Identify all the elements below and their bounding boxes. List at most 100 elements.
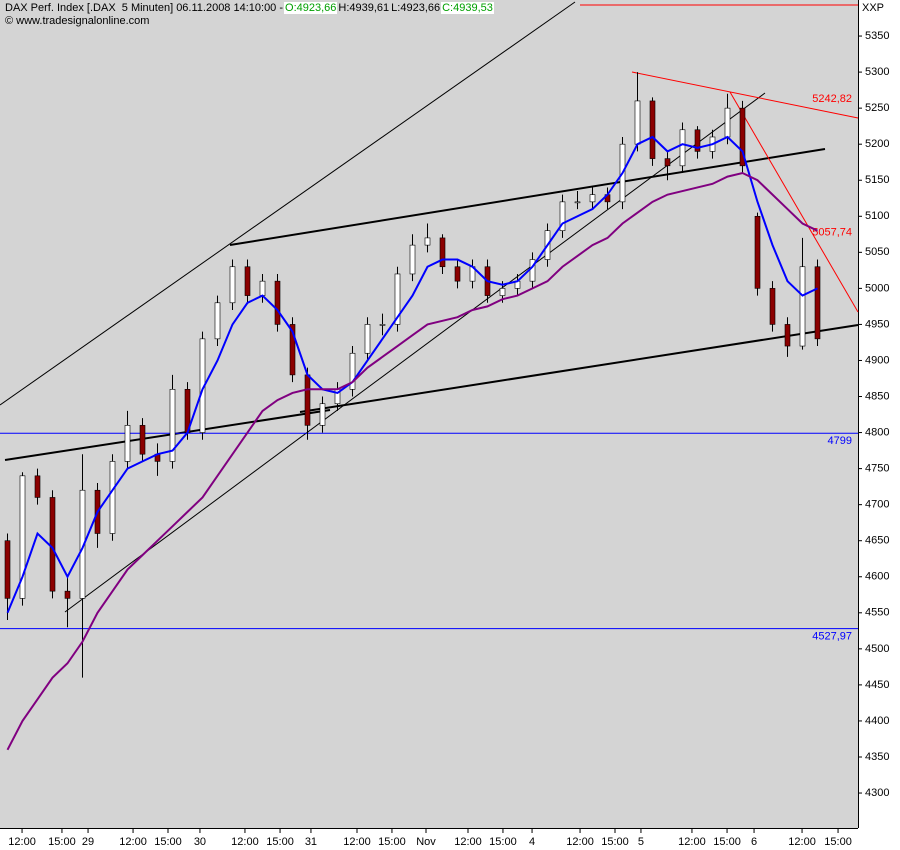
candle-body [214, 302, 221, 340]
instrument: DAX Perf. Index [.DAX 5 Minuten] 06.11.2… [5, 2, 284, 14]
candle-body [274, 280, 281, 325]
line-label: 4527,97 [812, 631, 852, 643]
close: C:4939,53 [441, 2, 494, 14]
candle-body [439, 237, 446, 268]
high: H:4939,61 [338, 2, 390, 14]
trendline [631, 71, 859, 119]
candle-body [769, 288, 776, 325]
candle-body [19, 475, 26, 599]
y-tick-label: 4400 [865, 715, 889, 727]
trendline [0, 1, 576, 406]
candle-body [694, 129, 701, 152]
candle-body [64, 590, 71, 599]
x-tick-label: 15:00 [601, 836, 629, 848]
line-label: 5057,74 [812, 227, 852, 239]
x-tick-label: 12:00 [566, 836, 594, 848]
x-tick-label: 12:00 [231, 836, 259, 848]
line-label: 5242,82 [812, 93, 852, 105]
candle-body [379, 324, 386, 326]
trendlines [0, 1, 859, 613]
candle-body [634, 100, 641, 145]
trendline [64, 92, 766, 613]
y-tick-label: 4300 [865, 787, 889, 799]
y-tick-label: 5350 [865, 30, 889, 42]
candle-body [139, 425, 146, 455]
trendline [729, 91, 859, 313]
candle-body [349, 352, 356, 390]
y-tick-label: 4650 [865, 535, 889, 547]
x-tick-label: 30 [194, 836, 206, 848]
x-tick-label: 15:00 [489, 836, 517, 848]
x-tick-label: 15:00 [48, 836, 76, 848]
candle-body [499, 288, 506, 296]
trendline [299, 324, 859, 413]
y-tick-label: 4550 [865, 607, 889, 619]
candle-body [454, 266, 461, 282]
candle-body [679, 129, 686, 167]
y-tick-label: 4750 [865, 463, 889, 475]
y-tick-label: 4800 [865, 426, 889, 438]
x-tick-label: 12:00 [788, 836, 816, 848]
x-tick-label: 12:00 [343, 836, 371, 848]
y-tick-label: 4950 [865, 318, 889, 330]
trendline [229, 148, 826, 246]
y-tick-label: 5000 [865, 282, 889, 294]
candle-body [289, 324, 296, 376]
axis-label: XXP [862, 2, 884, 14]
candle-body [649, 100, 656, 159]
candle-body [49, 497, 56, 592]
x-tick-label: 15:00 [266, 836, 294, 848]
candle-body [784, 324, 791, 347]
x-tick-label: 12:00 [678, 836, 706, 848]
candle-body [34, 475, 41, 498]
y-tick-label: 4900 [865, 354, 889, 366]
candle-body [664, 158, 671, 167]
moving-average [6, 135, 818, 614]
y-tick-label: 5150 [865, 174, 889, 186]
candle-body [394, 273, 401, 325]
moving-average [6, 171, 818, 751]
x-tick-label: 12:00 [454, 836, 482, 848]
y-tick-label: 4850 [865, 390, 889, 402]
y-tick-label: 4700 [865, 499, 889, 511]
source: © www.tradesignalonline.com [5, 15, 150, 27]
y-tick-label: 4350 [865, 751, 889, 763]
y-tick-label: 4450 [865, 679, 889, 691]
candle-body [754, 215, 761, 289]
x-tick-label: 5 [638, 836, 644, 848]
trendline [4, 409, 331, 461]
candle-body [799, 266, 806, 347]
candle-body [724, 107, 731, 138]
y-tick-label: 4600 [865, 571, 889, 583]
candle-body [169, 389, 176, 462]
candle-body [124, 425, 131, 462]
y-tick-label: 5100 [865, 210, 889, 222]
x-tick-label: 15:00 [713, 836, 741, 848]
x-tick-label: 15:00 [154, 836, 182, 848]
x-tick-label: Nov [416, 836, 436, 848]
candle-body [229, 266, 236, 304]
x-tick-label: 6 [751, 836, 757, 848]
candle-body [559, 201, 566, 232]
candle-body [574, 201, 581, 204]
x-tick-label: 15:00 [824, 836, 852, 848]
x-tick-label: 12:00 [8, 836, 36, 848]
candle-body [814, 266, 821, 340]
y-tick-label: 5050 [865, 246, 889, 258]
candle-body [304, 374, 311, 426]
open: O:4923,66 [284, 2, 338, 14]
y-tick-label: 5250 [865, 102, 889, 114]
candle-body [109, 461, 116, 534]
header: DAX Perf. Index [.DAX 5 Minuten] 06.11.2… [4, 2, 494, 28]
candle-body [424, 237, 431, 246]
candle-body [244, 266, 251, 296]
candle-body [319, 403, 326, 426]
line-label: 4799 [828, 435, 852, 447]
candle-body [589, 194, 596, 203]
x-tick-label: 15:00 [378, 836, 406, 848]
x-tick-label: 12:00 [119, 836, 147, 848]
candle-body [364, 324, 371, 354]
x-tick-label: 31 [305, 836, 317, 848]
x-tick-label: 4 [529, 836, 535, 848]
